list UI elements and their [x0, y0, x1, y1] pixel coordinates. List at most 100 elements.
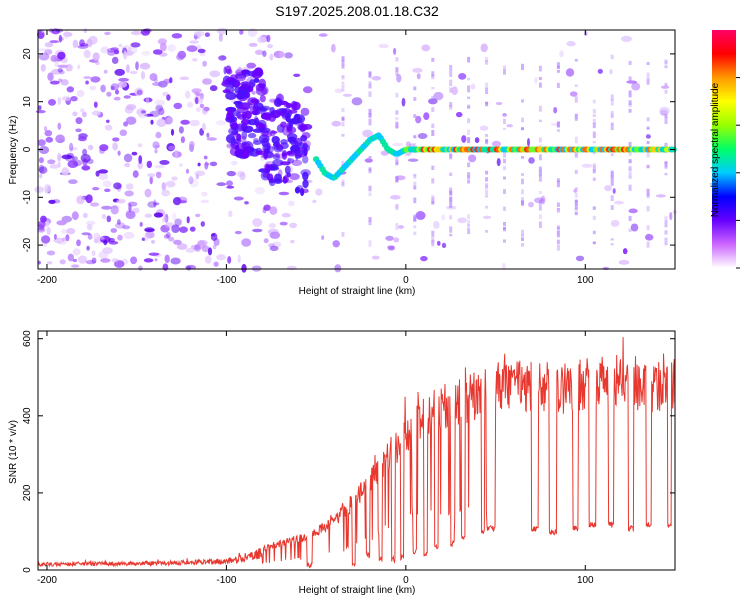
spectrogram-noise-blob	[420, 255, 428, 262]
spectrogram-streak	[467, 162, 471, 168]
spectrogram-noise-blob	[53, 233, 57, 240]
spectrogram-noise-blob	[609, 69, 613, 75]
spectrogram-noise-blob	[268, 243, 275, 248]
spectrogram-noise-blob	[161, 182, 166, 191]
spectrogram-streak	[610, 54, 614, 60]
spectrogram-noise-blob	[204, 255, 212, 264]
spectrogram-streak	[646, 235, 650, 240]
spectrogram-cluster-blob	[229, 77, 235, 84]
spectrogram-streak	[503, 239, 506, 243]
spectrogram-streak	[664, 117, 668, 124]
spectrogram-noise-blob	[166, 232, 171, 239]
spectrogram-streak	[664, 216, 668, 221]
spectrogram-noise-blob	[226, 185, 235, 189]
spectrogram-streak	[628, 76, 632, 82]
spectrogram-cluster-blob	[259, 94, 266, 103]
spectrogram-streak	[368, 220, 372, 226]
spectrogram-streak	[341, 64, 345, 69]
spectrogram-noise-blob	[281, 212, 291, 218]
spectrogram-noise-blob	[98, 169, 108, 174]
spectrogram-streak	[556, 210, 560, 213]
spectrogram-noise-blob	[57, 51, 66, 60]
spectrogram-streak	[574, 155, 578, 159]
spectrogram-streak	[395, 67, 399, 72]
spectrogram-noise-blob	[100, 258, 111, 263]
spectrogram-streak	[341, 232, 345, 237]
spectrogram-streak	[592, 177, 596, 181]
spectrogram-streak	[395, 159, 399, 166]
spectrogram-noise-blob	[131, 151, 138, 156]
spectrogram-noise-blob	[61, 154, 73, 160]
spectrogram-noise-blob	[268, 223, 276, 229]
spectrogram-noise-blob	[139, 222, 143, 227]
spectrogram-noise-blob	[66, 152, 74, 159]
spectrogram-noise-blob	[203, 106, 210, 112]
spectrogram-streak	[503, 222, 506, 226]
spectrogram-cluster-blob	[296, 142, 306, 149]
spectrogram-cluster-blob	[251, 69, 263, 79]
snr-y-tick-label: 200	[22, 484, 33, 501]
spectrogram-noise-blob	[168, 145, 176, 151]
spectrogram-streak	[485, 183, 489, 188]
spectrogram-noise-blob	[93, 232, 101, 242]
spectrogram-streak	[521, 202, 524, 206]
spectrogram-noise-blob	[618, 260, 630, 265]
spectrogram-noise-blob	[143, 97, 153, 103]
spectrogram-noise-blob	[38, 166, 48, 174]
spectrogram-noise-blob	[200, 199, 210, 204]
spectrogram-streak	[628, 102, 632, 108]
spectrogram-noise-blob	[38, 52, 50, 61]
spectrogram-cluster-blob	[289, 140, 299, 145]
spectrogram-noise-blob	[49, 80, 60, 85]
spectrogram-streak	[368, 118, 372, 126]
spectrogram-noise-blob	[123, 153, 133, 163]
spectrogram-noise-blob	[169, 77, 173, 84]
spectrogram-noise-blob	[123, 95, 131, 99]
spectrogram-noise-blob	[209, 85, 218, 92]
spectrogram-cluster-blob	[238, 93, 247, 99]
spectrogram-noise-blob	[49, 40, 60, 44]
spectrogram-noise-blob	[56, 220, 67, 226]
spectrogram-cluster-blob	[279, 161, 291, 166]
spectrogram-noise-blob	[378, 43, 389, 49]
spectrogram-noise-blob	[90, 202, 100, 207]
spectrogram-noise-blob	[200, 221, 205, 227]
spectrogram-noise-blob	[569, 91, 578, 97]
spectrogram-cluster-blob	[271, 136, 280, 144]
spectrogram-noise-blob	[44, 49, 53, 55]
spectrogram-streak	[646, 117, 650, 122]
spectrogram-noise-blob	[612, 188, 616, 194]
spectrogram-y-tick-label: -20	[22, 237, 33, 252]
spectrogram-streak	[538, 137, 542, 143]
spectrogram-noise-blob	[210, 232, 218, 241]
spectrogram-noise-blob	[72, 258, 78, 263]
spectrogram-noise-blob	[130, 42, 141, 48]
spectrogram-noise-blob	[213, 261, 219, 267]
spectrogram-streak	[610, 171, 614, 175]
spectrogram-streak	[592, 206, 596, 210]
spectrogram-streak	[521, 178, 524, 185]
spectrogram-streak	[646, 164, 650, 168]
spectrogram-noise-blob	[669, 212, 673, 221]
spectrogram-noise-blob	[407, 158, 419, 162]
spectrogram-streak	[556, 180, 560, 188]
spectrogram-cluster-blob	[290, 118, 299, 124]
spectrogram-cluster-blob	[274, 173, 282, 182]
spectrogram-streak	[341, 66, 345, 69]
spectrogram-noise-blob	[179, 76, 190, 81]
spectrogram-noise-blob	[137, 143, 143, 148]
spectrogram-noise-blob	[226, 170, 236, 177]
spectrogram-noise-blob	[331, 120, 342, 127]
spectrogram-noise-blob	[162, 91, 169, 97]
spectrogram-streak	[556, 178, 560, 183]
spectrogram-noise-blob	[110, 228, 118, 233]
spectrogram-noise-blob	[144, 233, 149, 242]
spectrogram-streak	[503, 226, 506, 231]
spectrogram-y-tick-label: 0	[22, 146, 33, 152]
spectrogram-streak	[538, 82, 542, 88]
spectrogram-streak	[449, 172, 453, 177]
spectrogram-noise-blob	[44, 130, 53, 137]
spectrogram-noise-blob	[162, 216, 168, 223]
spectrogram-noise-blob	[496, 158, 501, 167]
spectrogram-streak	[592, 118, 596, 122]
